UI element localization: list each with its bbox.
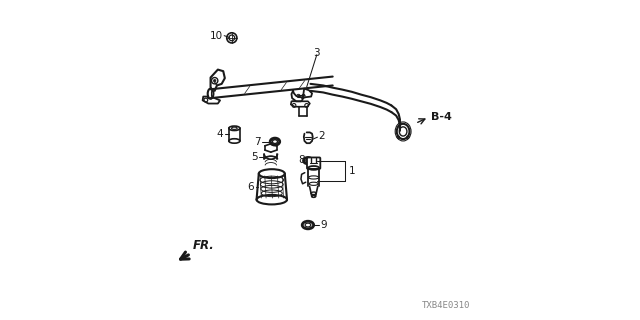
Text: 8: 8 bbox=[298, 155, 305, 165]
Circle shape bbox=[213, 79, 216, 82]
Text: 1: 1 bbox=[349, 166, 355, 176]
Text: 2: 2 bbox=[318, 131, 324, 141]
Text: 6: 6 bbox=[248, 182, 254, 192]
Text: B-4: B-4 bbox=[431, 112, 452, 122]
FancyBboxPatch shape bbox=[307, 157, 320, 169]
Text: 4: 4 bbox=[216, 129, 223, 139]
Text: FR.: FR. bbox=[193, 239, 215, 252]
Text: TXB4E0310: TXB4E0310 bbox=[422, 301, 470, 310]
Text: 3: 3 bbox=[314, 48, 320, 58]
Text: 10: 10 bbox=[210, 31, 223, 41]
Text: 7: 7 bbox=[254, 137, 260, 147]
Text: 5: 5 bbox=[251, 152, 257, 162]
Text: 9: 9 bbox=[320, 220, 326, 230]
